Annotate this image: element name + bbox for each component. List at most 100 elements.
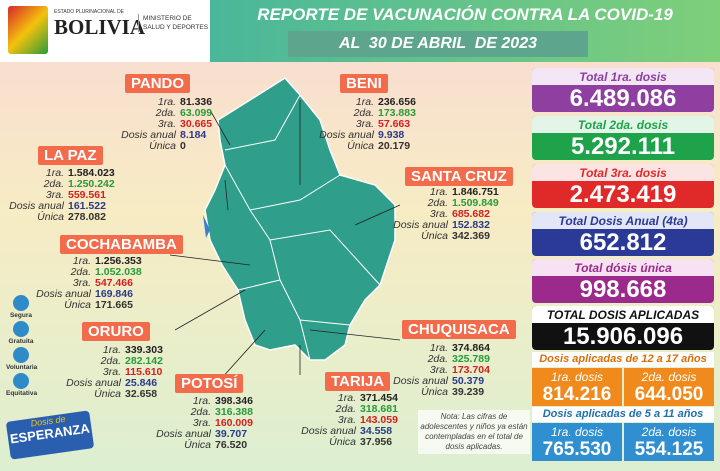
department-row: 3ra. 559.561	[0, 190, 720, 201]
dose-value: 316.388	[215, 406, 253, 418]
department-row: Única 278.082	[0, 212, 720, 223]
department-row: Dosis anual 161.522	[0, 201, 720, 212]
department-row: 3ra. 57.663	[0, 119, 720, 130]
dose-label: 3ra.	[429, 208, 448, 220]
badge: Equitativa	[6, 373, 38, 397]
dose-value: 171.665	[95, 299, 133, 311]
dose-value: 1.250.242	[68, 178, 115, 190]
leader-lines	[169, 100, 401, 381]
logo-line2: BOLIVIA	[54, 15, 146, 39]
department-row: 1ra. 1.584.023	[0, 168, 720, 179]
dose-value: 547.466	[95, 277, 133, 289]
dose-value: 25.846	[125, 377, 158, 389]
dose-label: 1ra.	[429, 186, 448, 198]
dose-value: 0	[180, 140, 186, 152]
department-row: 2da. 282.142	[0, 356, 720, 367]
total-label: Total dósis única	[532, 259, 714, 276]
dose-label: 2da.	[155, 107, 176, 119]
ministry-line2: SALUD Y DEPORTES	[143, 24, 209, 31]
dose-label: Dosis anual	[156, 428, 211, 440]
dose-label: 2da.	[70, 266, 91, 278]
badge-label: Gratuita	[8, 338, 34, 345]
dose-label: Única	[37, 211, 64, 223]
dose-label: 2da.	[335, 403, 356, 415]
dose-label: Dosis anual	[393, 219, 448, 231]
dose-label: Única	[149, 140, 176, 152]
department-row: Dosis anual 8.184	[0, 130, 720, 141]
department-row: Única 37.956	[0, 437, 720, 448]
dose-value: 39.239	[452, 386, 485, 398]
age-cell: 1ra. dosis 765.530	[532, 423, 622, 461]
dose-value: 236.656	[378, 96, 416, 108]
department-name: TARIJA	[325, 372, 391, 391]
department-name: CHUQUISACA	[402, 320, 516, 339]
dose-value: 57.663	[378, 118, 411, 130]
dose-value: 8.184	[180, 129, 207, 141]
dose-label: Única	[347, 140, 374, 152]
department-row: 2da. 1.509.849	[0, 198, 720, 209]
department-row: 1ra. 339.303	[0, 345, 720, 356]
badge-icon	[13, 295, 29, 311]
department-row: Única 0	[0, 141, 720, 152]
age-cell: 2da. dosis 554.125	[624, 423, 714, 461]
age-label: 2da. dosis	[641, 425, 697, 439]
total-value: 15.906.096	[562, 323, 684, 350]
department-name: PANDO	[125, 74, 191, 93]
dose-label: 1ra.	[192, 395, 211, 407]
department-row: 1ra. 371.454	[0, 393, 720, 404]
department-borders	[224, 94, 381, 361]
department-name: LA PAZ	[38, 146, 103, 165]
department-row: Dosis anual 169.846	[0, 289, 720, 300]
logo-line1: ESTADO PLURINACIONAL DE	[54, 9, 125, 15]
department-name: SANTA CRUZ	[405, 167, 513, 186]
dose-label: 2da.	[353, 107, 374, 119]
ministry-line1: MINISTERIO DE	[143, 15, 192, 22]
total-value: 998.668	[579, 276, 667, 303]
dose-label: Única	[64, 299, 91, 311]
department-row: Única 76.520	[0, 440, 720, 451]
dose-label: 3ra.	[192, 417, 211, 429]
badge: Voluntaria	[6, 347, 37, 371]
total-value: 5.292.111	[570, 133, 676, 160]
age-group: Dosis aplicadas de 12 a 17 años 1ra. dosi…	[532, 352, 714, 407]
department-name: COCHABAMBA	[60, 235, 183, 254]
dose-value: 559.561	[68, 189, 106, 201]
badge-icon	[13, 373, 29, 389]
dose-value: 143.059	[360, 414, 398, 426]
total-box: Total 1ra. dosis 6.489.086	[532, 68, 714, 112]
dose-value: 278.082	[68, 211, 106, 223]
department-row: 1ra. 398.346	[0, 396, 720, 407]
dose-value: 32.658	[125, 388, 158, 400]
total-label: TOTAL DOSIS APLICADAS	[532, 306, 714, 323]
department-row: 3ra. 115.610	[0, 367, 720, 378]
department-row: 3ra. 143.059	[0, 415, 720, 426]
department-row: Dosis anual 9.938	[0, 130, 720, 141]
dose-value: 371.454	[360, 392, 398, 404]
department-row: Dosis anual 34.558	[0, 426, 720, 437]
badge-label: Equitativa	[6, 390, 38, 397]
dose-value: 50.379	[452, 375, 485, 387]
total-value: 6.489.086	[569, 85, 677, 112]
dose-label: 2da.	[427, 197, 448, 209]
dose-value: 76.520	[215, 439, 248, 451]
note: Nota: Las cifras de adolescentes y niños…	[418, 410, 530, 454]
dose-label: Dosis anual	[9, 200, 64, 212]
dose-label: 2da.	[427, 353, 448, 365]
dose-value: 1.584.023	[68, 167, 115, 179]
dose-value: 160.009	[215, 417, 253, 429]
dose-value: 1.052.038	[95, 266, 142, 278]
department-row: 2da. 318.681	[0, 404, 720, 415]
dose-value: 34.558	[360, 425, 393, 437]
dose-label: 1ra.	[72, 255, 91, 267]
dose-label: Dosis anual	[36, 288, 91, 300]
date: AL 30 DE ABRIL DE 2023	[288, 31, 588, 57]
dose-value: 1.256.353	[95, 255, 142, 267]
dose-label: Dosis anual	[319, 129, 374, 141]
dose-label: Dosis anual	[66, 377, 121, 389]
dose-value: 1.509.849	[452, 197, 499, 209]
department-row: 3ra. 547.466	[0, 278, 720, 289]
dose-value: 1.846.751	[452, 186, 499, 198]
dose-value: 685.682	[452, 208, 490, 220]
dose-label: 1ra.	[429, 342, 448, 354]
dose-value: 282.142	[125, 355, 163, 367]
